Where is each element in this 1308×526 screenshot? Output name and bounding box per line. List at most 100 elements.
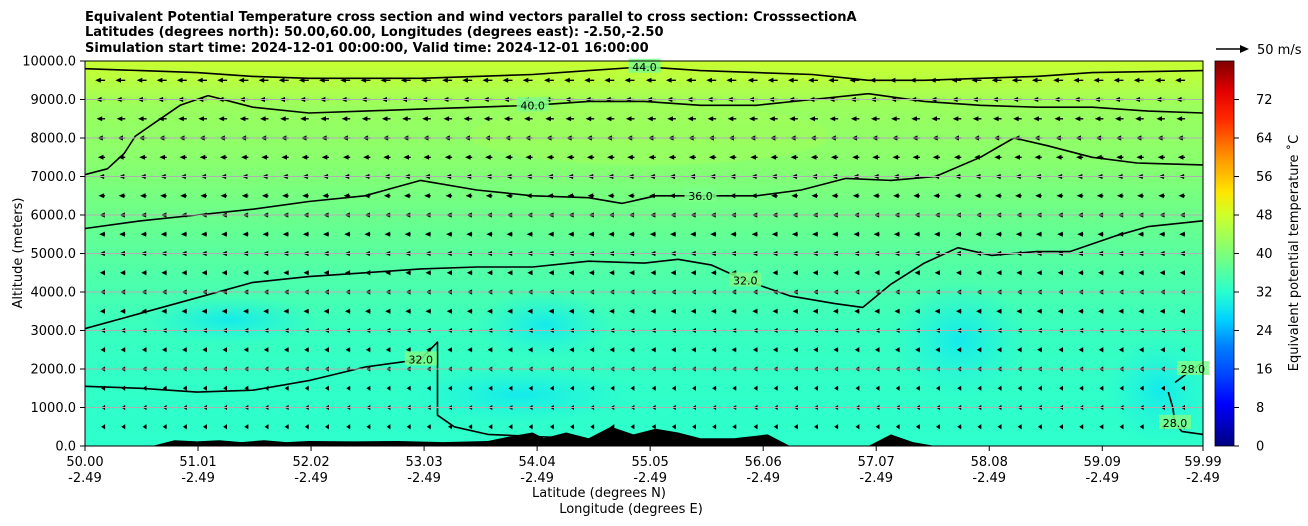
wind-vector-head [747,77,754,83]
x-tick-label-lon: -2.49 [294,471,328,486]
wind-vector-head [402,116,408,122]
wind-vector-head [1178,193,1185,199]
wind-vector-head [258,77,265,83]
wind-vector-head [647,116,653,122]
contour-label: 36.0 [688,190,713,203]
wind-vector-head [1056,193,1063,199]
wind-vector-head [179,154,186,160]
wind-vector-head [994,154,1000,160]
wind-vector-head [975,231,982,237]
y-tick-label: 4000.0 [31,286,77,301]
wind-vector-head [771,231,778,237]
wind-vector-head [284,347,289,353]
wind-vector-head [669,193,675,199]
wind-vector-head [670,231,676,237]
wind-vector-head [1059,424,1063,430]
wind-vector-head [544,77,550,83]
contour-label-bg [1159,414,1192,429]
wind-vector-head [180,231,187,237]
wind-vector-head [386,424,391,430]
wind-vector-head [404,231,411,237]
wind-vector-head [405,270,411,276]
wind-vector-head [383,154,389,160]
wind-vector-head [120,347,126,353]
wind-vector-head [363,193,370,199]
wind-vector-head [244,424,249,430]
wind-vector-head [403,154,409,160]
wind-vector-head [323,270,329,276]
wind-vector-head [996,347,1002,353]
wind-vector-head [223,385,227,391]
wind-vector-head [426,424,431,430]
contour-label: 28.0 [1163,417,1188,430]
wind-vector-head [1033,116,1039,122]
wind-vector-head [1139,424,1144,430]
wind-vector-head [977,424,982,430]
wind-vector-head [649,231,656,237]
wind-vector-head [522,77,529,83]
wind-vector-head [771,193,777,199]
wind-vector-head [750,154,756,160]
wind-vector-head [527,270,533,276]
wind-vector-head [547,193,553,199]
wind-vector-head [1013,116,1019,122]
wind-vector-head [136,77,143,83]
wind-vector-head [934,308,940,314]
wind-vector-head [706,77,712,83]
wind-vector-head [319,77,325,83]
colorbar-ticks: 0 8 16 24 32 40 48 56 64 72 [1234,93,1273,455]
wind-vector-head [651,424,656,430]
wind-vector-head [222,347,227,353]
wind-vector-head [423,154,430,160]
wind-vector-head [773,347,778,353]
wind-vector-head [1098,347,1104,353]
wind-vector-head [503,116,510,122]
wind-vector-head [954,193,961,199]
wind-vector-head [874,308,880,314]
wind-vector-head [162,347,167,353]
wind-vector-head [894,270,900,276]
wind-vector-head [1116,154,1122,160]
wind-vector-head [385,347,391,353]
wind-vector-head [773,385,778,391]
x-tick-label-lat: 58.08 [971,455,1008,470]
wind-vector-head [528,424,533,430]
wind-vector-head [691,347,696,353]
wind-vector-head [323,231,329,237]
wind-vector-head [628,231,635,237]
wind-vector-head [282,231,289,237]
wind-vector-head [340,77,346,83]
colorbar-tick-label: 16 [1256,363,1273,378]
colorbar-tick-label: 0 [1256,440,1264,455]
wind-vector-head [278,77,285,83]
wind-vector-head [506,231,513,237]
wind-vector-head [302,193,308,199]
wind-vector-head [569,347,574,353]
wind-vector-head [203,385,207,391]
wind-vector-head [991,77,998,83]
wind-vector-head [141,308,147,314]
wind-vector-head [996,308,1002,314]
wind-vector-head [812,231,818,237]
colorbar-tick-label: 32 [1256,286,1273,301]
wind-vector-head [98,193,105,199]
wind-vector-head [487,270,493,276]
wind-vector-head [139,154,145,160]
wind-vector-head [671,424,676,430]
wind-vector-head [869,77,876,83]
wind-vector-head [730,231,736,237]
wind-vector-head [1138,270,1144,276]
wind-vector-head [933,193,939,199]
title-line-3: Simulation start time: 2024-12-01 00:00:… [85,41,649,56]
wind-vector-head [915,347,920,353]
wind-vector-head [304,347,309,353]
wind-vector-head [525,154,531,160]
wind-vector-head [812,308,818,314]
wind-vector-head [181,308,187,314]
wind-vector-head [141,270,147,276]
wind-vector-head [875,347,880,353]
wind-vector-head [972,116,979,122]
wind-vector-head [1179,308,1185,314]
wind-vector-head [1097,231,1104,237]
wind-vector-head [243,308,249,314]
